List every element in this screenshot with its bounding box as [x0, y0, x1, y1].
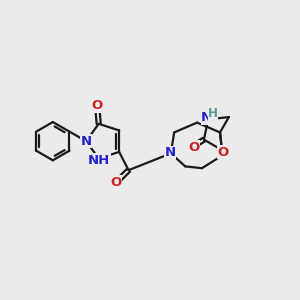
Text: O: O [110, 176, 121, 189]
Text: NH: NH [88, 154, 110, 166]
Text: N: N [201, 111, 212, 124]
Text: H: H [208, 107, 218, 121]
Text: O: O [218, 146, 229, 159]
Text: O: O [188, 141, 200, 154]
Text: N: N [80, 135, 92, 148]
Text: N: N [165, 146, 176, 159]
Text: O: O [92, 99, 103, 112]
